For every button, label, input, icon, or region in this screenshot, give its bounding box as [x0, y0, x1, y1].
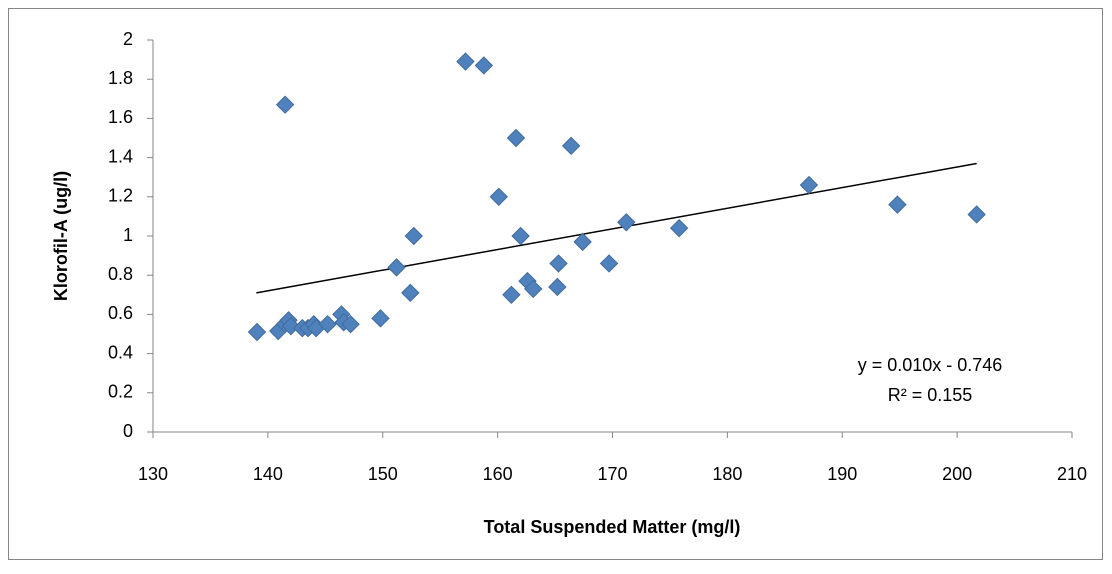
x-axis-title: Total Suspended Matter (mg/l)	[484, 517, 741, 537]
x-tick-label: 200	[942, 464, 972, 484]
scatter-point	[599, 254, 619, 273]
y-tick-label: 1.8	[108, 68, 133, 88]
scatter-point	[341, 314, 360, 334]
scatter-point	[549, 254, 568, 273]
x-tick-label: 130	[138, 464, 168, 484]
scatter-point	[967, 205, 986, 224]
x-tick-label: 180	[712, 464, 742, 484]
scatter-point	[281, 316, 301, 336]
scatter-point	[561, 136, 581, 156]
scatter-point	[318, 314, 337, 334]
scatter-point	[888, 195, 907, 214]
y-tick-label: 1.4	[108, 146, 133, 166]
x-tick-label: 140	[253, 464, 283, 484]
scatter-point	[669, 218, 689, 238]
scatter-point	[489, 187, 508, 207]
scatter-point	[371, 309, 390, 328]
y-tick-label: 2	[123, 29, 133, 49]
x-tick-label: 170	[597, 464, 627, 484]
x-tick-label: 160	[483, 464, 513, 484]
x-tick-label: 190	[827, 464, 857, 484]
scatter-point	[548, 277, 567, 297]
x-tick-label: 210	[1057, 464, 1087, 484]
scatter-point	[275, 95, 295, 114]
trendline	[256, 162, 977, 294]
scatter-point	[524, 279, 543, 299]
scatter-point	[401, 283, 420, 303]
trend-equation: y = 0.010x - 0.746	[858, 355, 1003, 375]
scatter-point	[573, 232, 592, 252]
y-tick-label: 1.2	[108, 186, 133, 206]
y-tick-label: 1	[123, 225, 133, 245]
y-tick-label: 0.8	[108, 264, 133, 284]
y-tick-label: 0.6	[108, 303, 133, 323]
scatter-point	[617, 213, 636, 232]
trend-r-squared: R² = 0.155	[888, 385, 973, 405]
x-tick-label: 150	[368, 464, 398, 484]
scatter-point	[404, 226, 423, 246]
y-axis-title: Klorofil-A (ug/l)	[51, 171, 71, 301]
scatter-point	[511, 226, 530, 246]
y-tick-label: 0.4	[108, 342, 133, 362]
scatter-point	[387, 258, 406, 277]
scatter-point	[474, 56, 494, 75]
y-tick-label: 1.6	[108, 107, 133, 127]
y-tick-label: 0.2	[108, 382, 133, 402]
scatter-point	[506, 128, 526, 148]
scatter-point	[456, 52, 475, 71]
scatter-point	[502, 285, 521, 305]
scatter-point	[799, 175, 819, 195]
y-tick-label: 0	[123, 421, 133, 441]
scatter-point	[247, 322, 267, 342]
